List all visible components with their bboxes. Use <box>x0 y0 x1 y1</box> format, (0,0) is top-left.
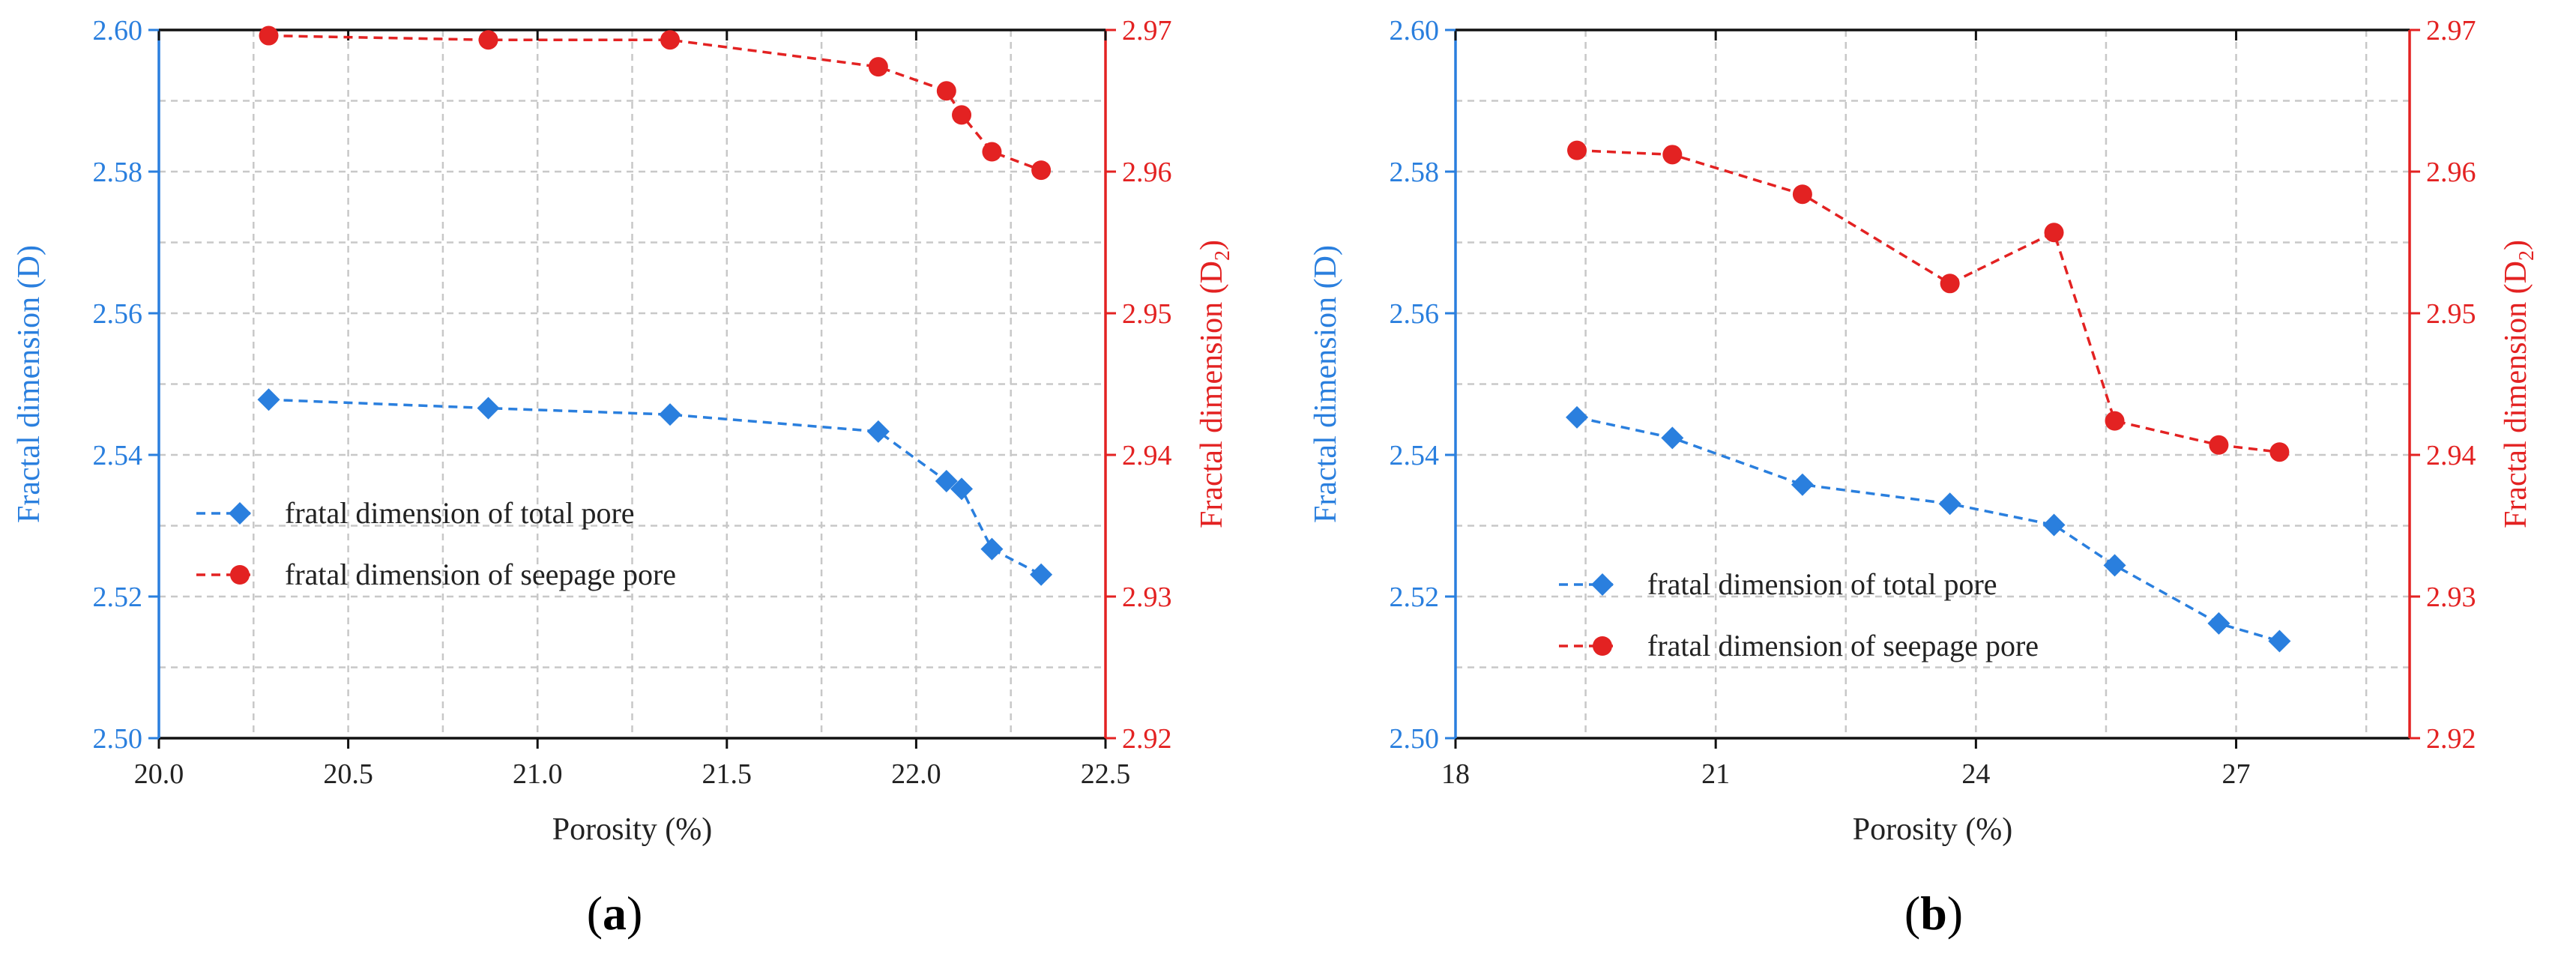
right-y-tick-label: 2.95 <box>2426 298 2476 330</box>
right-y-tick-label: 2.96 <box>2426 157 2476 188</box>
panel-label-close-paren: ) <box>1947 887 1963 940</box>
right-y-tick-label: 2.92 <box>2426 723 2476 755</box>
left-y-axis-title: Fractal dimension (D) <box>12 245 46 523</box>
right-y-axis-title-end: ) <box>1195 240 1229 250</box>
right-y-tick-label: 2.95 <box>1122 298 1172 330</box>
right-y-tick-label: 2.96 <box>1122 157 1172 188</box>
left-y-tick-label: 2.54 <box>1390 440 1440 471</box>
left-y-tick-label: 2.56 <box>93 298 143 330</box>
right-y-tick-label: 2.97 <box>2426 15 2476 46</box>
data-point-seepage-pore <box>1662 145 1683 165</box>
data-point-total-pore <box>1566 405 1589 429</box>
series-line-seepage-pore <box>268 34 1042 172</box>
legend-label: fratal dimension of seepage pore <box>285 558 676 591</box>
left-y-tick-label: 2.60 <box>93 15 143 46</box>
legend-marker-diamond <box>229 502 251 525</box>
legend-marker-circle <box>1593 636 1612 656</box>
right-y-axis-title-subscript: 2 <box>2515 250 2539 261</box>
right-y-axis-title-main: Fractal dimension (D <box>2499 261 2533 528</box>
left-y-axis-title: Fractal dimension (D) <box>1309 245 1343 523</box>
right-y-tick-label: 2.94 <box>2426 440 2476 471</box>
panel-label: (a) <box>587 887 643 940</box>
data-point-seepage-pore <box>2105 411 2125 431</box>
x-axis-title: Porosity (%) <box>1853 812 2013 847</box>
data-point-seepage-pore <box>2269 442 2290 462</box>
right-y-axis-title-subscript: 2 <box>1211 250 1234 261</box>
x-tick-label: 21.0 <box>513 758 563 790</box>
data-point-total-pore <box>950 477 974 501</box>
legend-label: fratal dimension of seepage pore <box>1647 629 2039 662</box>
data-point-total-pore <box>866 420 890 443</box>
series-line-seepage-pore <box>1576 148 2280 453</box>
x-tick-label: 20.5 <box>323 758 373 790</box>
data-point-seepage-pore <box>1031 160 1052 181</box>
data-point-seepage-pore <box>2209 435 2229 455</box>
data-point-total-pore <box>659 403 682 426</box>
data-point-total-pore <box>1791 473 1814 496</box>
data-point-seepage-pore <box>936 81 956 101</box>
panel-label: (b) <box>1904 887 1963 940</box>
data-point-total-pore <box>257 388 280 411</box>
left-y-tick-label: 2.50 <box>1390 723 1440 755</box>
legend-marker-diamond <box>1591 573 1614 596</box>
right-y-tick-label: 2.92 <box>1122 723 1172 755</box>
data-point-seepage-pore <box>478 30 498 50</box>
data-point-seepage-pore <box>1567 140 1587 160</box>
data-point-seepage-pore <box>982 142 1002 162</box>
left-y-tick-label: 2.52 <box>93 582 143 613</box>
data-point-total-pore <box>2103 554 2126 577</box>
data-point-total-pore <box>2268 630 2291 653</box>
right-y-axis-title-end: ) <box>2499 240 2533 250</box>
x-tick-label: 22.5 <box>1081 758 1131 790</box>
panel-label-close-paren: ) <box>627 887 642 940</box>
data-point-seepage-pore <box>660 30 681 50</box>
right-y-tick-label: 2.94 <box>1122 440 1172 471</box>
data-point-total-pore <box>980 537 1004 561</box>
x-axis-title: Porosity (%) <box>552 812 713 847</box>
right-y-axis-title-main: Fractal dimension (D <box>1195 261 1229 528</box>
x-tick-label: 21.5 <box>702 758 752 790</box>
left-y-tick-label: 2.54 <box>93 440 143 471</box>
panel-label-open-paren: ( <box>1904 887 1920 940</box>
left-y-tick-label: 2.52 <box>1390 582 1440 613</box>
left-y-tick-label: 2.50 <box>93 723 143 755</box>
data-point-total-pore <box>1030 563 1053 586</box>
legend-label: fratal dimension of total pore <box>285 496 635 530</box>
left-y-tick-label: 2.58 <box>1390 157 1440 188</box>
series-line-total-pore <box>1576 416 2280 643</box>
data-point-seepage-pore <box>2044 223 2064 243</box>
data-point-total-pore <box>477 396 500 420</box>
left-y-tick-label: 2.58 <box>93 157 143 188</box>
data-point-total-pore <box>2207 612 2230 635</box>
x-tick-label: 20.0 <box>134 758 184 790</box>
right-y-axis-title: Fractal dimension (D2) <box>2499 240 2539 528</box>
panel-label-letter: b <box>1920 887 1947 940</box>
x-tick-label: 22.0 <box>891 758 941 790</box>
panel-label-open-paren: ( <box>587 887 603 940</box>
legend-marker-circle <box>230 565 250 585</box>
x-tick-label: 21 <box>1701 758 1730 790</box>
right-y-axis-title: Fractal dimension (D2) <box>1195 240 1234 528</box>
data-point-total-pore <box>1661 426 1684 450</box>
right-y-tick-label: 2.93 <box>2426 582 2476 613</box>
x-tick-label: 18 <box>1441 758 1470 790</box>
data-point-seepage-pore <box>1792 184 1812 205</box>
legend-label: fratal dimension of total pore <box>1647 567 1997 601</box>
right-y-tick-label: 2.93 <box>1122 582 1172 613</box>
x-tick-label: 27 <box>2222 758 2251 790</box>
panel-label-letter: a <box>603 887 627 940</box>
data-point-seepage-pore <box>259 25 279 46</box>
left-y-tick-label: 2.60 <box>1390 15 1440 46</box>
x-tick-label: 24 <box>1961 758 1990 790</box>
left-y-tick-label: 2.56 <box>1390 298 1440 330</box>
data-point-total-pore <box>935 469 958 492</box>
data-point-seepage-pore <box>868 57 888 77</box>
data-point-total-pore <box>1938 492 1961 516</box>
data-point-total-pore <box>2042 513 2066 537</box>
series-line-total-pore <box>268 398 1042 576</box>
data-point-seepage-pore <box>1940 274 1960 294</box>
data-point-seepage-pore <box>952 105 972 125</box>
right-y-tick-label: 2.97 <box>1122 15 1172 46</box>
